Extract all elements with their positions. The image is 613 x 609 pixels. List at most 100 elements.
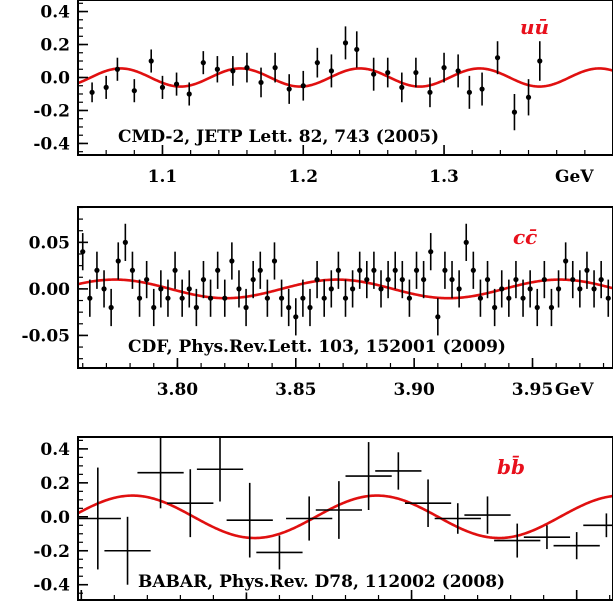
data-point xyxy=(563,242,569,280)
data-point xyxy=(122,223,128,261)
point-marker xyxy=(463,239,469,245)
point-marker xyxy=(165,295,171,301)
point-marker xyxy=(399,84,405,90)
data-point xyxy=(186,270,192,308)
data-point xyxy=(226,482,273,558)
reference-label: CMD-2, JETP Lett. 82, 743 (2005) xyxy=(118,127,439,147)
data-point xyxy=(494,41,501,75)
data-point xyxy=(321,279,327,317)
reference-label: BABAR, Phys.Rev. D78, 112002 (2008) xyxy=(138,572,505,592)
data-point xyxy=(584,251,590,289)
point-marker xyxy=(214,66,220,72)
data-point xyxy=(200,260,207,299)
point-marker xyxy=(122,239,128,245)
data-point xyxy=(541,260,547,299)
data-point xyxy=(87,279,93,317)
point-marker xyxy=(350,286,356,292)
data-point xyxy=(413,251,420,289)
point-marker xyxy=(494,55,501,61)
point-marker xyxy=(570,276,576,283)
data-point xyxy=(104,516,151,585)
point-marker xyxy=(129,267,136,273)
point-marker xyxy=(215,267,221,273)
x-unit-label: GeV xyxy=(555,167,594,187)
data-point xyxy=(378,270,384,308)
point-marker xyxy=(584,267,590,273)
data-point xyxy=(129,251,136,289)
y-tick-label: 0.2 xyxy=(40,474,70,494)
point-marker xyxy=(428,249,434,255)
point-marker xyxy=(511,109,518,115)
data-point xyxy=(114,57,121,81)
point-marker xyxy=(441,65,447,71)
data-point xyxy=(257,251,263,289)
data-point xyxy=(404,479,452,527)
data-point xyxy=(553,532,600,560)
point-marker xyxy=(307,304,313,311)
data-point xyxy=(144,260,150,299)
data-point xyxy=(108,288,114,327)
data-point xyxy=(214,56,220,83)
data-point xyxy=(598,260,604,299)
point-marker xyxy=(354,46,360,53)
point-marker xyxy=(364,276,370,283)
point-marker xyxy=(87,295,93,301)
point-marker xyxy=(525,94,532,100)
data-point xyxy=(442,251,448,289)
point-marker xyxy=(186,286,192,292)
data-point xyxy=(328,54,335,88)
data-point xyxy=(315,481,363,539)
data-point xyxy=(364,260,370,299)
plot-area xyxy=(78,223,613,336)
data-point xyxy=(314,260,320,299)
y-tick-label: 0.0 xyxy=(40,508,70,528)
point-marker xyxy=(605,295,611,301)
data-point xyxy=(179,279,185,317)
point-marker xyxy=(456,286,462,292)
point-marker xyxy=(392,267,398,273)
point-marker xyxy=(207,295,214,301)
data-point xyxy=(591,270,597,308)
data-point xyxy=(477,279,484,317)
data-point xyxy=(354,31,360,68)
point-marker xyxy=(427,89,433,95)
data-point xyxy=(399,72,405,103)
data-point xyxy=(537,41,543,81)
data-point xyxy=(173,72,180,96)
data-point xyxy=(577,270,583,308)
data-point xyxy=(258,67,264,98)
point-marker xyxy=(286,304,292,311)
data-point xyxy=(392,251,398,289)
point-marker xyxy=(442,267,448,273)
point-marker xyxy=(520,295,526,301)
data-point xyxy=(222,279,228,317)
point-marker xyxy=(399,276,405,283)
data-point xyxy=(243,288,249,327)
point-marker xyxy=(193,304,199,311)
data-point xyxy=(229,242,235,280)
panel-3: 0.40.20.0-0.2-0.410.5010.5510.6010.65GeV… xyxy=(33,436,613,601)
point-marker xyxy=(103,84,109,90)
data-point xyxy=(148,49,154,73)
x-tick-label: 1.2 xyxy=(288,167,318,187)
point-marker xyxy=(577,286,583,292)
data-point xyxy=(441,52,447,83)
y-tick-label: 0.2 xyxy=(40,36,70,56)
point-marker xyxy=(222,295,228,301)
data-point xyxy=(499,270,505,308)
point-marker xyxy=(89,89,95,95)
point-marker xyxy=(80,249,86,255)
data-point xyxy=(264,279,270,317)
data-point xyxy=(300,70,306,101)
data-point xyxy=(548,288,555,327)
data-point xyxy=(293,298,299,336)
data-point xyxy=(342,279,349,317)
point-marker xyxy=(357,267,363,273)
data-point xyxy=(371,251,377,289)
point-marker xyxy=(272,65,278,71)
data-point xyxy=(256,535,303,570)
point-marker xyxy=(278,295,285,301)
data-point xyxy=(342,26,349,60)
point-marker xyxy=(94,267,100,273)
data-point xyxy=(328,270,334,308)
